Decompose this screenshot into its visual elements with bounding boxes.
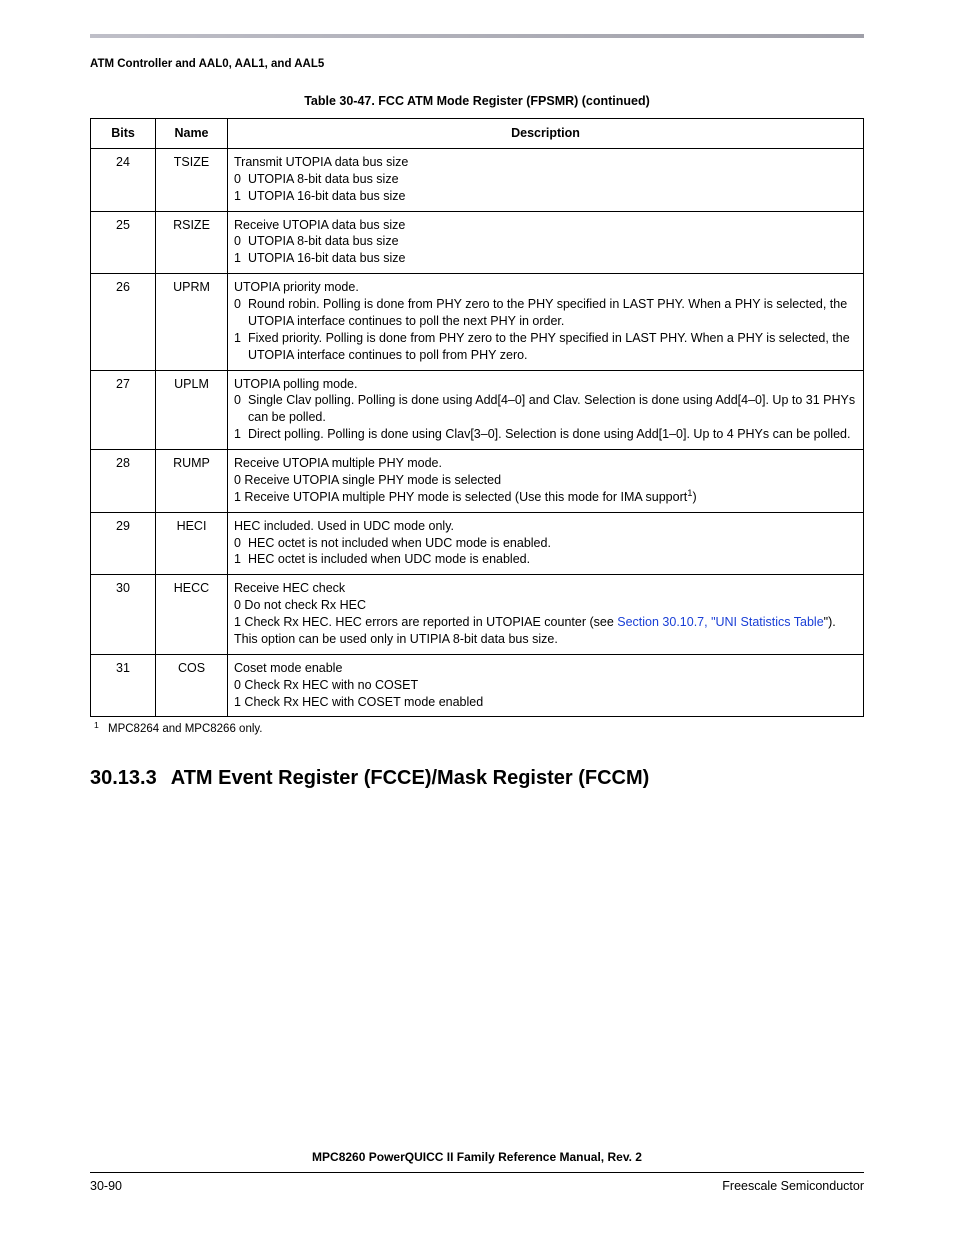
footnote-mark: 1 [94,720,99,730]
cell-name: HECI [156,512,228,575]
desc-option: 1Direct polling. Polling is done using C… [234,426,857,443]
desc-line: 1 Receive UTOPIA multiple PHY mode is se… [234,489,857,506]
desc-line: 0 Do not check Rx HEC [234,597,857,614]
desc-option: 1UTOPIA 16-bit data bus size [234,188,857,205]
register-table: Bits Name Description 24TSIZETransmit UT… [90,118,864,717]
desc-title: Coset mode enable [234,660,857,677]
option-value: Round robin. Polling is done from PHY ze… [248,296,857,330]
table-caption: Table 30-47. FCC ATM Mode Register (FPSM… [90,94,864,108]
desc-option: 0HEC octet is not included when UDC mode… [234,535,857,552]
desc-title: HEC included. Used in UDC mode only. [234,518,857,535]
option-value: Direct polling. Polling is done using Cl… [248,426,857,443]
desc-line: 0 Receive UTOPIA single PHY mode is sele… [234,472,857,489]
cell-description: Transmit UTOPIA data bus size0UTOPIA 8-b… [228,148,864,211]
footer-title: MPC8260 PowerQUICC II Family Reference M… [90,1150,864,1164]
cell-bits: 28 [91,450,156,513]
option-value: UTOPIA 8-bit data bus size [248,233,857,250]
desc-option: 1HEC octet is included when UDC mode is … [234,551,857,568]
desc-option: 1Fixed priority. Polling is done from PH… [234,330,857,364]
footer-rule [90,1172,864,1173]
table-row: 30HECCReceive HEC check0 Do not check Rx… [91,575,864,655]
cell-bits: 29 [91,512,156,575]
running-head: ATM Controller and AAL0, AAL1, and AAL5 [90,58,864,70]
option-value: UTOPIA 16-bit data bus size [248,188,857,205]
option-value: UTOPIA 8-bit data bus size [248,171,857,188]
cell-name: HECC [156,575,228,655]
cell-description: Receive UTOPIA data bus size0UTOPIA 8-bi… [228,211,864,274]
cell-description: Coset mode enable0 Check Rx HEC with no … [228,654,864,717]
cell-description: UTOPIA polling mode.0Single Clav polling… [228,370,864,450]
section-title: ATM Event Register (FCCE)/Mask Register … [171,767,650,789]
desc-option: 0Single Clav polling. Polling is done us… [234,392,857,426]
cell-description: Receive UTOPIA multiple PHY mode.0 Recei… [228,450,864,513]
cell-bits: 26 [91,274,156,370]
option-value: Fixed priority. Polling is done from PHY… [248,330,857,364]
cell-bits: 27 [91,370,156,450]
desc-title: Receive HEC check [234,580,857,597]
col-desc: Description [228,119,864,149]
page-footer: MPC8260 PowerQUICC II Family Reference M… [90,1150,864,1193]
option-key: 1 [234,551,248,568]
table-footnote: 1 MPC8264 and MPC8266 only. [90,723,864,735]
table-row: 28RUMPReceive UTOPIA multiple PHY mode.0… [91,450,864,513]
option-key: 0 [234,535,248,552]
desc-title: UTOPIA priority mode. [234,279,857,296]
option-value: UTOPIA 16-bit data bus size [248,250,857,267]
option-key: 0 [234,233,248,250]
cell-bits: 31 [91,654,156,717]
desc-title: Transmit UTOPIA data bus size [234,154,857,171]
table-row: 25RSIZEReceive UTOPIA data bus size0UTOP… [91,211,864,274]
table-row: 26UPRMUTOPIA priority mode.0Round robin.… [91,274,864,370]
option-key: 0 [234,392,248,426]
table-head-row: Bits Name Description [91,119,864,149]
option-key: 1 [234,330,248,364]
table-row: 29HECIHEC included. Used in UDC mode onl… [91,512,864,575]
option-key: 1 [234,426,248,443]
option-value: Single Clav polling. Polling is done usi… [248,392,857,426]
option-value: HEC octet is not included when UDC mode … [248,535,857,552]
desc-option: 0UTOPIA 8-bit data bus size [234,171,857,188]
footnote-text: MPC8264 and MPC8266 only. [108,723,263,735]
cell-name: TSIZE [156,148,228,211]
desc-line: 1 Check Rx HEC. HEC errors are reported … [234,614,857,648]
section-heading: 30.13.3 ATM Event Register (FCCE)/Mask Re… [90,767,864,790]
cell-name: RUMP [156,450,228,513]
desc-title: Receive UTOPIA multiple PHY mode. [234,455,857,472]
col-name: Name [156,119,228,149]
option-value: HEC octet is included when UDC mode is e… [248,551,857,568]
footer-vendor: Freescale Semiconductor [722,1179,864,1193]
option-key: 0 [234,171,248,188]
cell-name: COS [156,654,228,717]
desc-line: 0 Check Rx HEC with no COSET [234,677,857,694]
desc-title: Receive UTOPIA data bus size [234,217,857,234]
cell-bits: 25 [91,211,156,274]
table-row: 24TSIZETransmit UTOPIA data bus size0UTO… [91,148,864,211]
cell-name: UPRM [156,274,228,370]
cell-description: UTOPIA priority mode.0Round robin. Polli… [228,274,864,370]
option-key: 1 [234,188,248,205]
cell-description: Receive HEC check0 Do not check Rx HEC1 … [228,575,864,655]
cell-name: UPLM [156,370,228,450]
cell-name: RSIZE [156,211,228,274]
col-bits: Bits [91,119,156,149]
cross-ref-link[interactable]: Section 30.10.7, "UNI Statistics Table [617,615,823,629]
desc-title: UTOPIA polling mode. [234,376,857,393]
table-row: 31COSCoset mode enable0 Check Rx HEC wit… [91,654,864,717]
cell-bits: 30 [91,575,156,655]
desc-option: 1UTOPIA 16-bit data bus size [234,250,857,267]
table-row: 27UPLMUTOPIA polling mode.0Single Clav p… [91,370,864,450]
desc-line: 1 Check Rx HEC with COSET mode enabled [234,694,857,711]
desc-option: 0Round robin. Polling is done from PHY z… [234,296,857,330]
option-key: 0 [234,296,248,330]
footnote-ref: 1 [687,488,692,498]
desc-option: 0UTOPIA 8-bit data bus size [234,233,857,250]
top-rule [90,34,864,38]
section-number: 30.13.3 [90,767,157,789]
option-key: 1 [234,250,248,267]
cell-description: HEC included. Used in UDC mode only.0HEC… [228,512,864,575]
cell-bits: 24 [91,148,156,211]
page-number: 30-90 [90,1179,122,1193]
